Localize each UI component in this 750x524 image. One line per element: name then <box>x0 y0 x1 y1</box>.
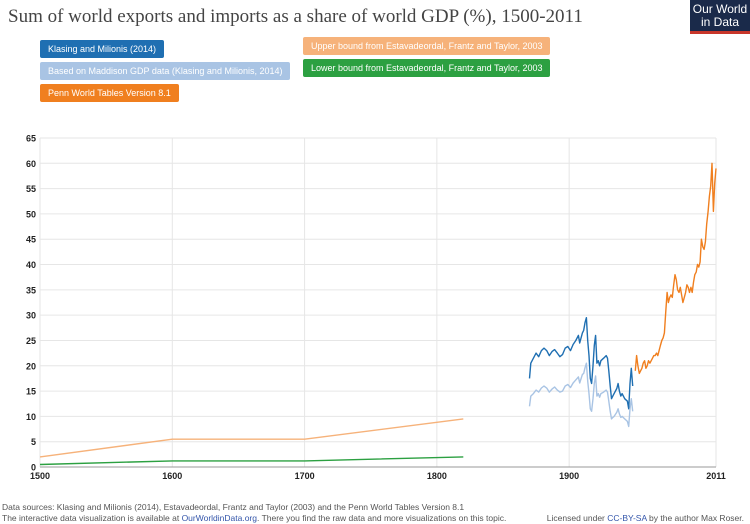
y-tick-label: 35 <box>26 285 36 295</box>
y-tick-label: 0 <box>31 463 36 473</box>
owid-logo[interactable]: Our World in Data <box>690 0 750 34</box>
license-link[interactable]: CC-BY-SA <box>607 513 647 523</box>
series-line-maddison <box>528 362 634 428</box>
series-line-klasing <box>528 317 634 410</box>
logo-line-2: in Data <box>700 15 740 29</box>
legend-item-maddison[interactable]: Based on Maddison GDP data (Klasing and … <box>40 62 291 80</box>
license-prefix: Licensed under <box>546 513 605 523</box>
x-tick-label: 1800 <box>427 471 447 481</box>
footer-license: Licensed under CC-BY-SA by the author Ma… <box>547 513 744 523</box>
y-tick-label: 40 <box>26 260 36 270</box>
footer-interactive-note: The interactive data visualization is av… <box>2 513 506 523</box>
x-tick-label: 2011 <box>706 471 726 481</box>
series-line-lower-bound <box>39 456 464 466</box>
owid-link[interactable]: OurWorldinData.org <box>181 513 257 523</box>
legend-item-lower-bound[interactable]: Lower bound from Estavadeordal, Frantz a… <box>303 59 551 77</box>
license-suffix: by the author Max Roser. <box>649 513 744 523</box>
x-tick-label: 1700 <box>295 471 315 481</box>
series-line-upper-bound <box>39 418 464 458</box>
y-tick-label: 15 <box>26 387 36 397</box>
footer-sources: Data sources: Klasing and Milionis (2014… <box>2 502 465 512</box>
interactive-suffix: . There you find the raw data and more v… <box>257 513 507 523</box>
y-tick-label: 30 <box>26 311 36 321</box>
legend-item-klasing[interactable]: Klasing and Milionis (2014) <box>40 40 165 58</box>
y-tick-label: 45 <box>26 235 36 245</box>
y-tick-label: 10 <box>26 412 36 422</box>
y-tick-label: 60 <box>26 159 36 169</box>
logo-line-1: Our World <box>692 2 748 16</box>
chart-title: Sum of world exports and imports as a sh… <box>8 6 583 27</box>
interactive-prefix: The interactive data visualization is av… <box>2 513 180 523</box>
series-line-penn <box>634 162 717 375</box>
x-tick-label: 1500 <box>30 471 50 481</box>
x-tick-label: 1600 <box>162 471 182 481</box>
legend-item-penn[interactable]: Penn World Tables Version 8.1 <box>40 84 179 102</box>
y-tick-label: 5 <box>31 437 36 447</box>
y-tick-label: 25 <box>26 336 36 346</box>
y-tick-label: 20 <box>26 361 36 371</box>
y-tick-label: 55 <box>26 184 36 194</box>
y-tick-label: 65 <box>26 134 36 144</box>
legend-item-upper-bound[interactable]: Upper bound from Estavadeordal, Frantz a… <box>303 37 551 55</box>
x-tick-label: 1900 <box>559 471 579 481</box>
y-tick-label: 50 <box>26 209 36 219</box>
